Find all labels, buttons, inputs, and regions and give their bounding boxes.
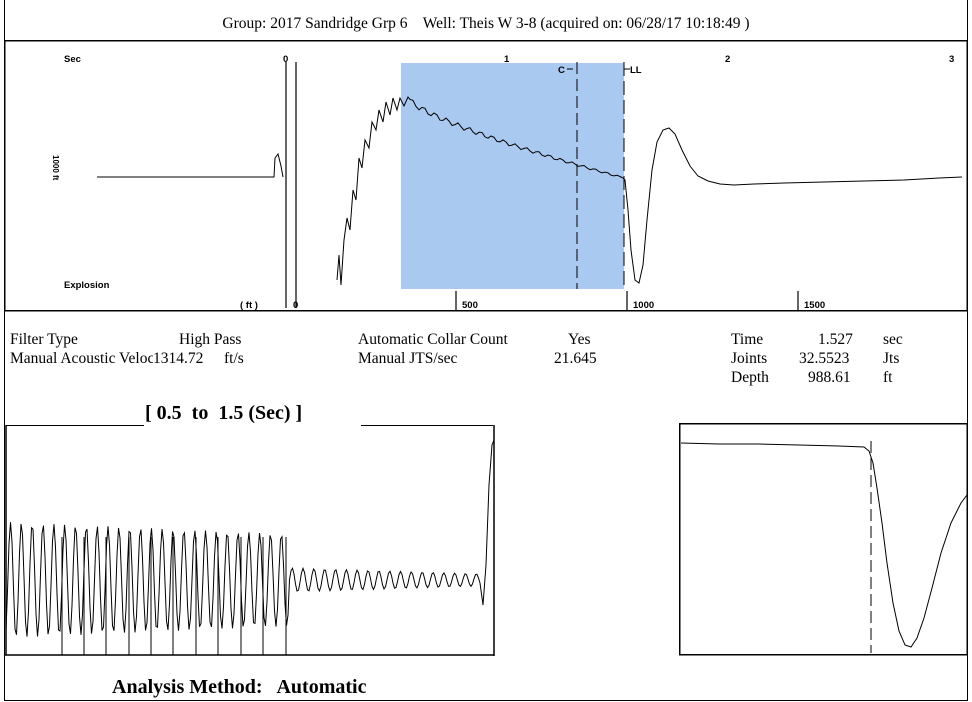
ft-axis-label: ( ft )	[240, 300, 258, 311]
vertical-scale-label: 1000 ft	[51, 155, 60, 181]
sec-tick-3: 3	[949, 54, 954, 65]
svg-text:1000 ft: 1000 ft	[51, 155, 60, 181]
ft-tick-0: 0	[293, 300, 298, 311]
filter-type-label: Filter Type	[10, 331, 78, 348]
header-title: Group: 2017 Sandridge Grp 6 Well: Theis …	[0, 15, 972, 33]
ft-tick-1000: 1000	[633, 300, 654, 311]
sec-tick-1: 1	[504, 54, 510, 65]
main-plot-border	[4, 40, 968, 312]
analysis-left-rule	[6, 700, 110, 701]
manual-velocity-label: Manual Acoustic Veloc	[10, 350, 153, 367]
depth-value: 988.61	[808, 369, 851, 386]
jts-label: Manual JTS/sec	[358, 350, 458, 367]
ll-marker-label: LL	[630, 65, 642, 76]
time-unit: sec	[883, 331, 903, 348]
time-value: 1.527	[818, 331, 853, 348]
liquid-level-window-trace	[680, 442, 968, 648]
joints-value: 32.5523	[799, 350, 850, 367]
collar-count-value: Yes	[568, 331, 591, 348]
collar-window-trace	[5, 439, 495, 637]
liquid-level-window-chart	[679, 423, 968, 656]
window-title-left-rule	[6, 425, 144, 426]
well-label: Well: Theis W 3-8 (acquired on: 06/28/17…	[422, 15, 750, 32]
jts-value: 21.645	[554, 350, 597, 367]
depth-label: Depth	[731, 369, 769, 386]
collar-marker-label: C	[558, 65, 565, 76]
joints-unit: Jts	[883, 350, 900, 367]
analysis-method-label: Analysis Method: Automatic	[112, 676, 367, 698]
ft-tick-500: 500	[462, 300, 478, 311]
ft-tick-1500: 1500	[804, 300, 825, 311]
depth-unit: ft	[883, 369, 893, 386]
joints-label: Joints	[731, 350, 768, 367]
manual-velocity-value: 1314.72	[153, 350, 204, 367]
collar-window-chart	[5, 425, 495, 656]
time-label: Time	[731, 331, 764, 348]
main-trace-chart: Sec 0 1 2 3 C LL 1000 ft Explosion ( ft …	[4, 40, 968, 312]
sec-axis-label: Sec	[64, 54, 81, 65]
sec-tick-0: 0	[283, 54, 288, 65]
acoustic-trace-line	[97, 96, 963, 286]
window-range-title: [ 0.5 to 1.5 (Sec) ]	[145, 402, 303, 424]
sec-tick-2: 2	[725, 54, 730, 65]
analysis-window-highlight	[401, 63, 624, 289]
liquid-level-window-border	[679, 423, 968, 656]
group-label: Group: 2017 Sandridge Grp 6	[222, 15, 408, 32]
explosion-label: Explosion	[64, 280, 110, 291]
collar-count-label: Automatic Collar Count	[358, 331, 508, 348]
manual-velocity-unit: ft/s	[224, 350, 244, 367]
window-title-right-rule	[361, 425, 493, 426]
analysis-right-rule	[455, 700, 968, 701]
filter-type-value: High Pass	[179, 331, 242, 348]
